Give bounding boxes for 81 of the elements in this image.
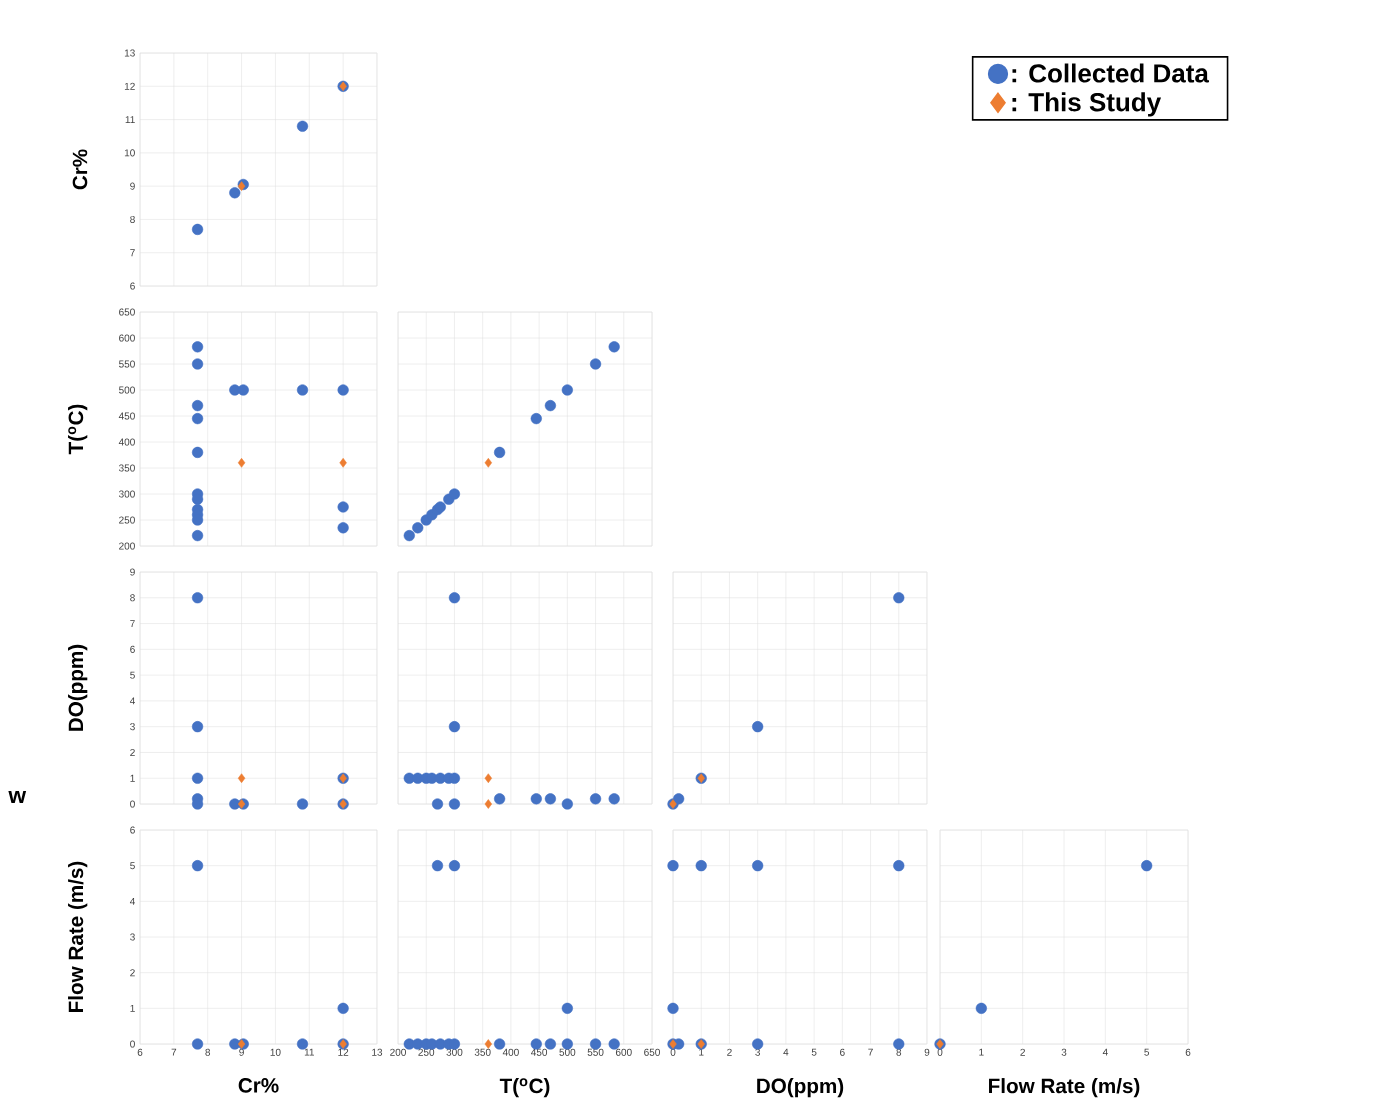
y-tick-label: 9 bbox=[130, 182, 135, 190]
x-tick-label: 2 bbox=[1020, 1048, 1025, 1056]
x-tick-label: 7 bbox=[171, 1048, 177, 1056]
y-tick-label: 1 bbox=[130, 1004, 135, 1012]
x-tick-label: 500 bbox=[559, 1048, 576, 1056]
y-tick-label: 350 bbox=[118, 464, 135, 472]
y-tick-label: 9 bbox=[130, 568, 135, 576]
x-axis-title: DO(ppm) bbox=[757, 1078, 844, 1098]
x-tick-label: 200 bbox=[390, 1048, 406, 1056]
y-tick-label: 6 bbox=[130, 645, 135, 653]
x-tick-label: 5 bbox=[1144, 1048, 1150, 1056]
x-tick-label: 3 bbox=[755, 1048, 761, 1056]
x-tick-label: 7 bbox=[868, 1048, 873, 1056]
y-tick-label: 650 bbox=[119, 308, 135, 316]
y-tick-label: 500 bbox=[119, 386, 135, 394]
x-axis-title: Flow Rate (m/s) bbox=[989, 1078, 1140, 1098]
x-tick-label: 0 bbox=[670, 1048, 676, 1056]
y-tick-label: 200 bbox=[119, 542, 135, 550]
x-tick-label: 5 bbox=[811, 1048, 817, 1056]
x-tick-label: 650 bbox=[644, 1048, 660, 1056]
legend-label: : Collected Data bbox=[1012, 63, 1210, 83]
x-tick-label: 6 bbox=[1185, 1048, 1191, 1056]
x-tick-label: 350 bbox=[474, 1048, 491, 1056]
y-tick-label: 4 bbox=[129, 897, 135, 905]
x-tick-label: 0 bbox=[937, 1048, 943, 1056]
y-tick-label: 0 bbox=[130, 1040, 135, 1048]
x-tick-label: 300 bbox=[446, 1048, 463, 1056]
x-tick-label: 8 bbox=[205, 1048, 211, 1056]
x-tick-label: 3 bbox=[1061, 1048, 1067, 1056]
y-tick-label: 7 bbox=[130, 620, 135, 628]
x-axis-title: Cr% bbox=[238, 1078, 279, 1093]
y-tick-label: 7 bbox=[130, 249, 135, 257]
y-tick-label: 5 bbox=[130, 862, 135, 870]
x-tick-label: 4 bbox=[1102, 1048, 1108, 1056]
y-tick-label: 8 bbox=[130, 594, 135, 602]
x-tick-label: 550 bbox=[587, 1048, 604, 1056]
x-tick-label: 9 bbox=[924, 1048, 930, 1056]
text: w bbox=[8, 791, 27, 804]
x-tick-label: 6 bbox=[137, 1048, 143, 1056]
y-tick-label: 1 bbox=[130, 774, 135, 782]
x-tick-label: 4 bbox=[783, 1048, 789, 1056]
x-axis-title: T($^{o}$C) bbox=[499, 1078, 550, 1098]
legend-label: : This Study bbox=[1012, 92, 1162, 117]
x-tick-label: 10 bbox=[270, 1048, 281, 1056]
x-tick-label: 1 bbox=[979, 1048, 984, 1056]
y-tick-label: 0 bbox=[130, 800, 135, 808]
y-tick-label: 300 bbox=[118, 490, 135, 498]
y-tick-label: 400 bbox=[118, 438, 135, 446]
y-tick-label: 2 bbox=[130, 748, 135, 756]
y-tick-label: 13 bbox=[124, 49, 135, 57]
x-tick-label: 400 bbox=[502, 1048, 519, 1056]
y-tick-label: 5 bbox=[130, 671, 135, 679]
x-tick-label: 12 bbox=[338, 1048, 349, 1056]
y-tick-label: 550 bbox=[119, 360, 135, 368]
y-tick-label: 450 bbox=[118, 412, 135, 420]
y-axis-title: T($^{o}$C) bbox=[68, 404, 88, 455]
y-tick-label: 12 bbox=[124, 82, 135, 90]
y-tick-label: 3 bbox=[130, 723, 135, 731]
y-axis-title: DO(ppm) bbox=[68, 644, 88, 731]
y-tick-label: 6 bbox=[130, 826, 135, 834]
x-tick-label: 250 bbox=[418, 1048, 435, 1056]
x-tick-label: 600 bbox=[615, 1048, 632, 1056]
y-axis-title: Cr% bbox=[72, 149, 88, 190]
x-tick-label: 450 bbox=[531, 1048, 548, 1056]
y-tick-label: 3 bbox=[130, 933, 135, 941]
y-tick-label: 6 bbox=[130, 282, 135, 290]
y-tick-label: 250 bbox=[119, 516, 135, 524]
x-tick-label: 11 bbox=[304, 1048, 314, 1056]
y-tick-label: 10 bbox=[124, 149, 135, 157]
y-tick-label: 8 bbox=[130, 215, 135, 223]
x-tick-label: 6 bbox=[840, 1048, 845, 1056]
x-tick-label: 8 bbox=[896, 1048, 902, 1056]
y-tick-label: 4 bbox=[129, 697, 135, 705]
y-tick-label: 11 bbox=[125, 116, 135, 124]
y-tick-label: 2 bbox=[130, 969, 135, 977]
x-tick-label: 13 bbox=[372, 1048, 383, 1056]
y-axis-title: Flow Rate (m/s) bbox=[68, 861, 88, 1012]
x-tick-label: 2 bbox=[727, 1048, 732, 1056]
x-tick-label: 9 bbox=[239, 1048, 244, 1056]
y-tick-label: 600 bbox=[119, 334, 135, 342]
x-tick-label: 1 bbox=[699, 1048, 704, 1056]
